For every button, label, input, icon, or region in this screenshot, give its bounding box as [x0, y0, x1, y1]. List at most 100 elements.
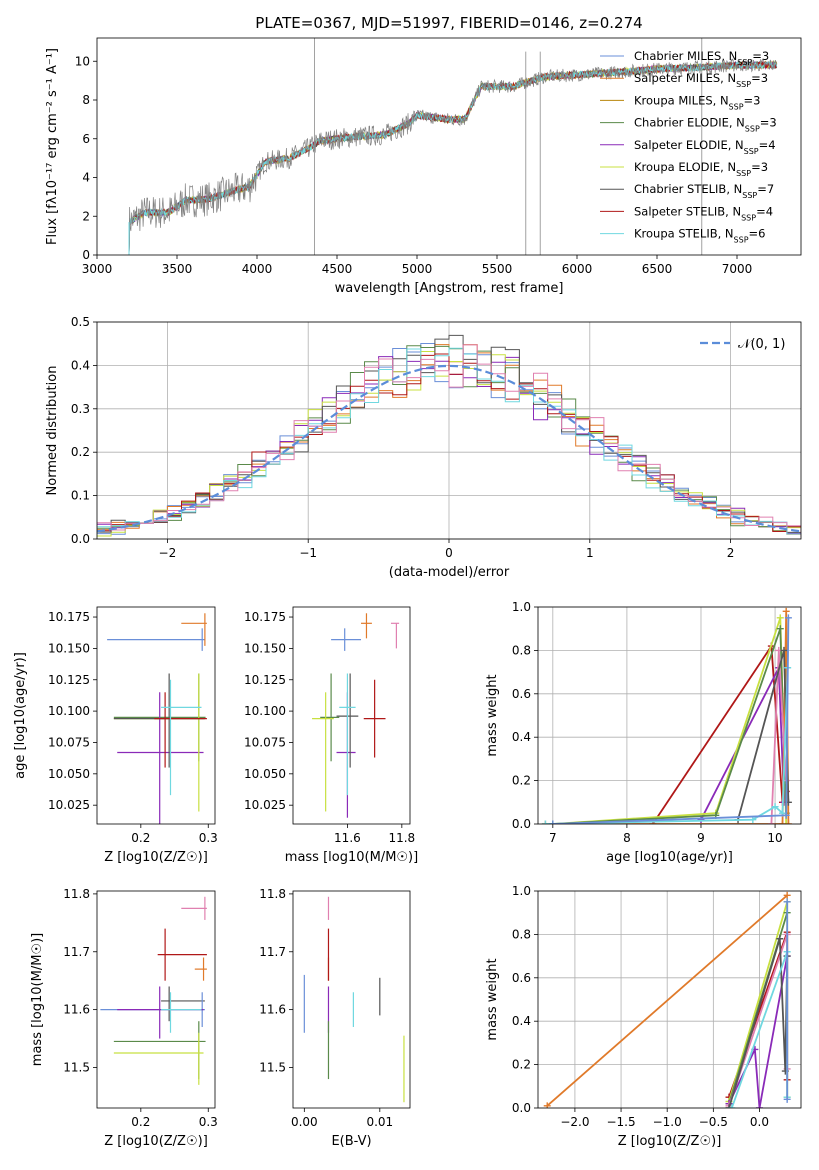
y-tick-label: 10.150 [244, 641, 286, 655]
errorbar-point-salpeter_elodie [117, 692, 204, 824]
y-axis-label: Flux [fλ10⁻¹⁷ erg cm⁻² s⁻¹ A⁻¹] [45, 48, 60, 245]
x-tick-label: 2 [727, 546, 735, 560]
x-tick-label: 6000 [562, 262, 593, 276]
x-tick-label: 1 [586, 546, 594, 560]
y-tick-label: 2 [82, 209, 90, 223]
series-lines [543, 891, 791, 1108]
y-tick-label: 11.7 [63, 945, 90, 959]
errorbar-point-salpeter_miles [194, 957, 207, 981]
x-tick-label: 5500 [482, 262, 513, 276]
y-tick-label: 0.4 [512, 1014, 531, 1028]
x-axis-label: Z [log10(Z/Z☉)] [104, 850, 208, 865]
histogram-pink [97, 344, 801, 538]
x-tick-label: 0.00 [291, 1115, 318, 1129]
y-tick-label: 10.050 [244, 767, 286, 781]
y-tick-label: 11.8 [63, 887, 90, 901]
legend-label: Kroupa ELODIE, NSSP=3 [634, 160, 768, 178]
histograms [97, 334, 801, 538]
y-tick-label: 0.5 [71, 315, 90, 329]
errorbar-point-pink [181, 896, 207, 920]
y-tick-label: 0 [82, 248, 90, 262]
x-tick-label: 11.6 [334, 831, 361, 845]
errorbar-point-salpeter_elodie [336, 692, 356, 818]
series-marker [776, 614, 784, 622]
series-marker [725, 1104, 733, 1108]
observed-spectrum [128, 58, 777, 255]
x-tick-label: 11.8 [388, 831, 415, 845]
y-tick-label: 0.4 [512, 730, 531, 744]
y-tick-label: 10.075 [244, 735, 286, 749]
errorbar-point-salpeter_stelib [157, 928, 207, 981]
x-tick-label: 4000 [242, 262, 273, 276]
x-axis-label: mass [log10(M/M☉)] [285, 850, 418, 865]
legend-label: Chabrier ELODIE, NSSP=3 [634, 116, 777, 134]
y-axis-label: age [log10(age/yr)] [13, 652, 28, 779]
x-tick-label: 3000 [82, 262, 113, 276]
spectrum-lines [128, 38, 778, 255]
series-marker [728, 1104, 736, 1108]
x-tick-label: −1.5 [606, 1115, 635, 1129]
x-tick-label: −1 [299, 546, 317, 560]
errorbar-point-salpeter_stelib [363, 679, 386, 758]
axes-frame [537, 606, 802, 825]
series-marker [783, 1095, 791, 1103]
y-tick-label: 0.2 [512, 1058, 531, 1072]
x-tick-label: 0.2 [131, 1115, 150, 1129]
y-tick-label: 0.1 [71, 489, 90, 503]
series-line-salpeter_elodie [728, 955, 789, 1108]
series-marker [549, 820, 557, 824]
legend-label: 𝒩(0, 1) [738, 337, 785, 352]
y-tick-label: 0.0 [512, 1101, 531, 1115]
errorbar-point-kroupa_elodie [113, 673, 204, 812]
errorbar-point-pink [390, 622, 400, 649]
x-tick-label: 0.01 [366, 1115, 393, 1129]
y-tick-label: 0.6 [512, 971, 531, 985]
x-axis-label: wavelength [Angstrom, rest frame] [335, 281, 564, 296]
y-tick-label: 11.6 [63, 1003, 90, 1017]
series-line-chabrier_elodie [552, 628, 788, 824]
y-axis-label: mass weight [485, 958, 500, 1040]
axes-frame [537, 890, 802, 1109]
legend: Chabrier MILES, NSSP=3 Salpeter MILES, NS… [600, 49, 777, 244]
errorbar-point-kroupa_elodie [312, 692, 334, 812]
y-tick-label: 0.8 [512, 643, 531, 657]
series-marker [782, 811, 790, 819]
series-marker [767, 820, 775, 824]
y-tick-label: 0.0 [512, 817, 531, 831]
y-tick-label: 10.075 [48, 735, 90, 749]
y-tick-label: 10.125 [244, 673, 286, 687]
axes-mass_vs_Z: 0.2 0.3 11.5 11.6 11.7 11.8 Z [log10(Z/Z☉)] mas… [30, 887, 218, 1149]
x-axis-label: Z [log10(Z/Z☉)] [104, 1134, 208, 1149]
errorbar-point-kroupa_stelib [161, 679, 202, 796]
y-tick-label: 11.6 [259, 1003, 286, 1017]
errorbar-point-kroupa_stelib [339, 673, 356, 796]
legend-label: Salpeter STELIB, NSSP=4 [634, 204, 773, 222]
x-axis-label: E(B-V) [331, 1134, 371, 1149]
x-tick-label: 0 [445, 546, 453, 560]
y-tick-label: 0.8 [512, 927, 531, 941]
errorbar-point-kroupa_elodie [113, 1032, 204, 1085]
series-marker [784, 614, 792, 622]
x-tick-label: −2 [159, 546, 177, 560]
x-tick-label: 4500 [322, 262, 353, 276]
y-axis-label: Normed distribution [45, 366, 60, 496]
x-axis-label: Z [log10(Z/Z☉)] [618, 1134, 722, 1149]
errorbars [303, 896, 405, 1103]
y-tick-label: 10.175 [244, 610, 286, 624]
y-tick-label: 11.5 [259, 1060, 286, 1074]
axes-massweight_vs_age: 7 8 9 10 0.0 0.2 0.4 0.6 0.8 1.0 age [log10(age/yr… [485, 600, 802, 865]
x-tick-label: 7 [549, 831, 557, 845]
series-line-chabrier_stelib [728, 938, 789, 1108]
x-tick-label: −2.0 [560, 1115, 589, 1129]
series-marker [776, 935, 784, 943]
errorbar-point-salpeter_miles [361, 613, 372, 639]
series-marker [697, 816, 705, 824]
normal-curve [97, 364, 801, 533]
axes-frame [96, 606, 216, 825]
errorbars [100, 896, 207, 1085]
y-tick-label: 10.100 [48, 704, 90, 718]
series-line-salpeter_miles [546, 894, 788, 1107]
figure-title: PLATE=0367, MJD=51997, FIBERID=0146, z=0… [255, 14, 642, 32]
y-tick-label: 0.6 [512, 687, 531, 701]
